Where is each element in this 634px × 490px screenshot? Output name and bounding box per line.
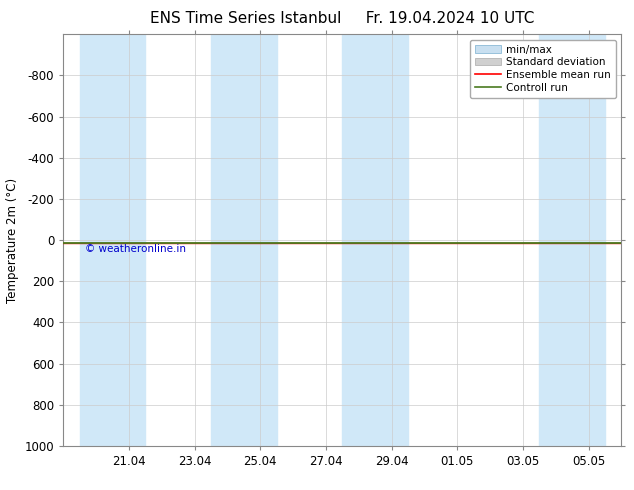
Bar (342, 34, 408, 446)
Title: ENS Time Series Istanbul     Fr. 19.04.2024 10 UTC: ENS Time Series Istanbul Fr. 19.04.2024 … (150, 11, 534, 26)
Y-axis label: Temperature 2m (°C): Temperature 2m (°C) (6, 177, 19, 303)
Text: © weatheronline.in: © weatheronline.in (85, 245, 186, 254)
Legend: min/max, Standard deviation, Ensemble mean run, Controll run: min/max, Standard deviation, Ensemble me… (470, 40, 616, 98)
Bar (80, 34, 145, 446)
Bar (211, 34, 276, 446)
Bar (540, 34, 605, 446)
